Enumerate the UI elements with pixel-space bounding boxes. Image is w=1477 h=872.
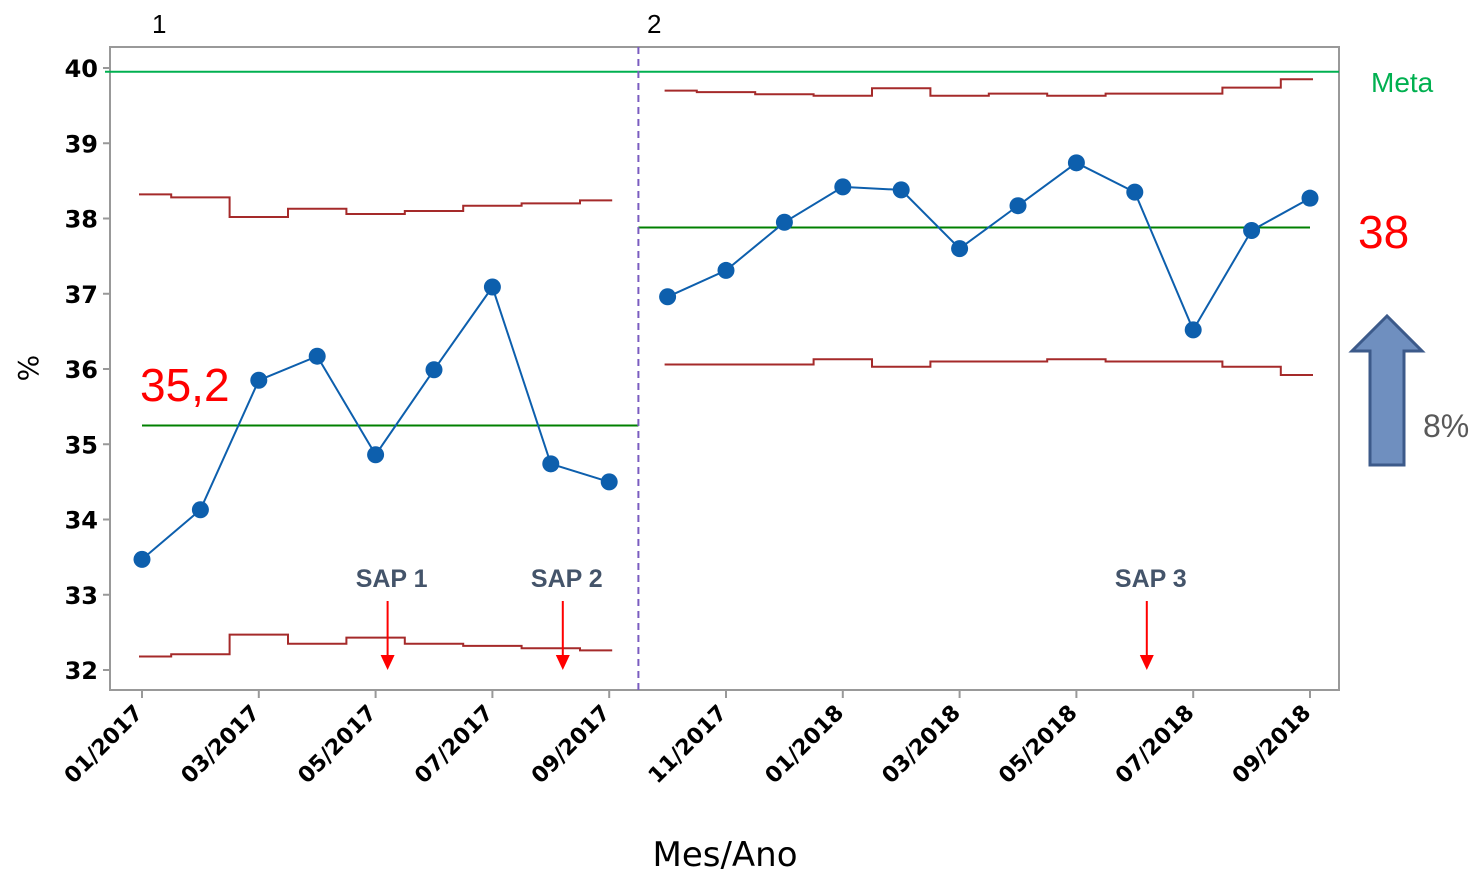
data-point — [1243, 222, 1261, 240]
x-tick-label: 09/2018 — [1228, 701, 1316, 789]
data-point — [600, 473, 618, 491]
upper-limit-line-stage-2 — [664, 78, 1313, 97]
sap-arrow-head-icon-2 — [555, 655, 570, 670]
data-point — [250, 371, 268, 389]
series-line-stage-1 — [141, 284, 610, 561]
y-tick-label: 39 — [65, 130, 98, 158]
x-tick-label: 01/2017 — [60, 701, 148, 789]
y-tick-label: 32 — [65, 657, 98, 685]
data-point — [542, 455, 560, 473]
y-tick-label: 33 — [65, 582, 98, 610]
lower-limit-line-stage-1 — [139, 633, 613, 658]
lower-limit-line-stage-2 — [664, 358, 1313, 376]
data-point — [308, 347, 326, 365]
meta-label: Meta — [1371, 67, 1434, 98]
data-point — [951, 240, 969, 258]
y-axis-title: % — [12, 355, 45, 382]
x-tick-label: 05/2018 — [994, 701, 1082, 789]
y-tick-label: 34 — [65, 507, 98, 535]
data-point — [892, 181, 910, 199]
data-point — [1009, 197, 1027, 215]
sap-arrow-head-icon-1 — [380, 655, 395, 670]
data-point — [775, 213, 793, 231]
upper-limit-line-stage-1 — [139, 193, 613, 218]
data-point — [1301, 189, 1319, 207]
y-tick-label: 37 — [65, 281, 98, 309]
x-tick-label: 05/2017 — [294, 701, 382, 789]
x-tick-label: 03/2018 — [878, 701, 966, 789]
y-tick-label: 35 — [65, 431, 98, 459]
series-line-stage-2 — [667, 161, 1311, 333]
x-tick-label: 11/2017 — [644, 701, 732, 789]
stage2-mean-label: 38 — [1358, 206, 1409, 258]
data-point — [659, 288, 677, 306]
data-point — [717, 261, 735, 279]
data-point — [133, 550, 151, 568]
sap-arrow-head-icon-3 — [1139, 655, 1154, 670]
x-axis-title: Mes/Ano — [652, 835, 797, 872]
data-point — [367, 446, 385, 464]
sap-label-2: SAP 2 — [531, 565, 603, 593]
data-point — [425, 361, 443, 379]
improvement-label: 8% — [1423, 408, 1469, 444]
improvement-arrow-icon — [1348, 313, 1426, 467]
stage-label-1: 1 — [152, 9, 166, 39]
y-tick-label: 38 — [65, 206, 98, 234]
x-tick-label: 09/2017 — [527, 701, 615, 789]
stage1-mean-label: 35,2 — [140, 359, 230, 411]
plot-frame — [109, 46, 1340, 691]
data-point — [1184, 321, 1202, 339]
x-tick-label: 01/2018 — [761, 701, 849, 789]
data-point — [1126, 183, 1144, 201]
sap-label-1: SAP 1 — [356, 565, 428, 593]
x-tick-label: 03/2017 — [177, 701, 265, 789]
stage-label-2: 2 — [647, 9, 661, 39]
sap-label-3: SAP 3 — [1115, 565, 1187, 593]
x-tick-label: 07/2018 — [1111, 701, 1199, 789]
data-point — [191, 501, 209, 519]
y-tick-label: 36 — [65, 356, 98, 384]
data-point — [483, 278, 501, 296]
data-point — [1067, 154, 1085, 172]
x-tick-label: 07/2017 — [410, 701, 498, 789]
data-point — [834, 178, 852, 196]
y-tick-label: 40 — [65, 55, 98, 83]
